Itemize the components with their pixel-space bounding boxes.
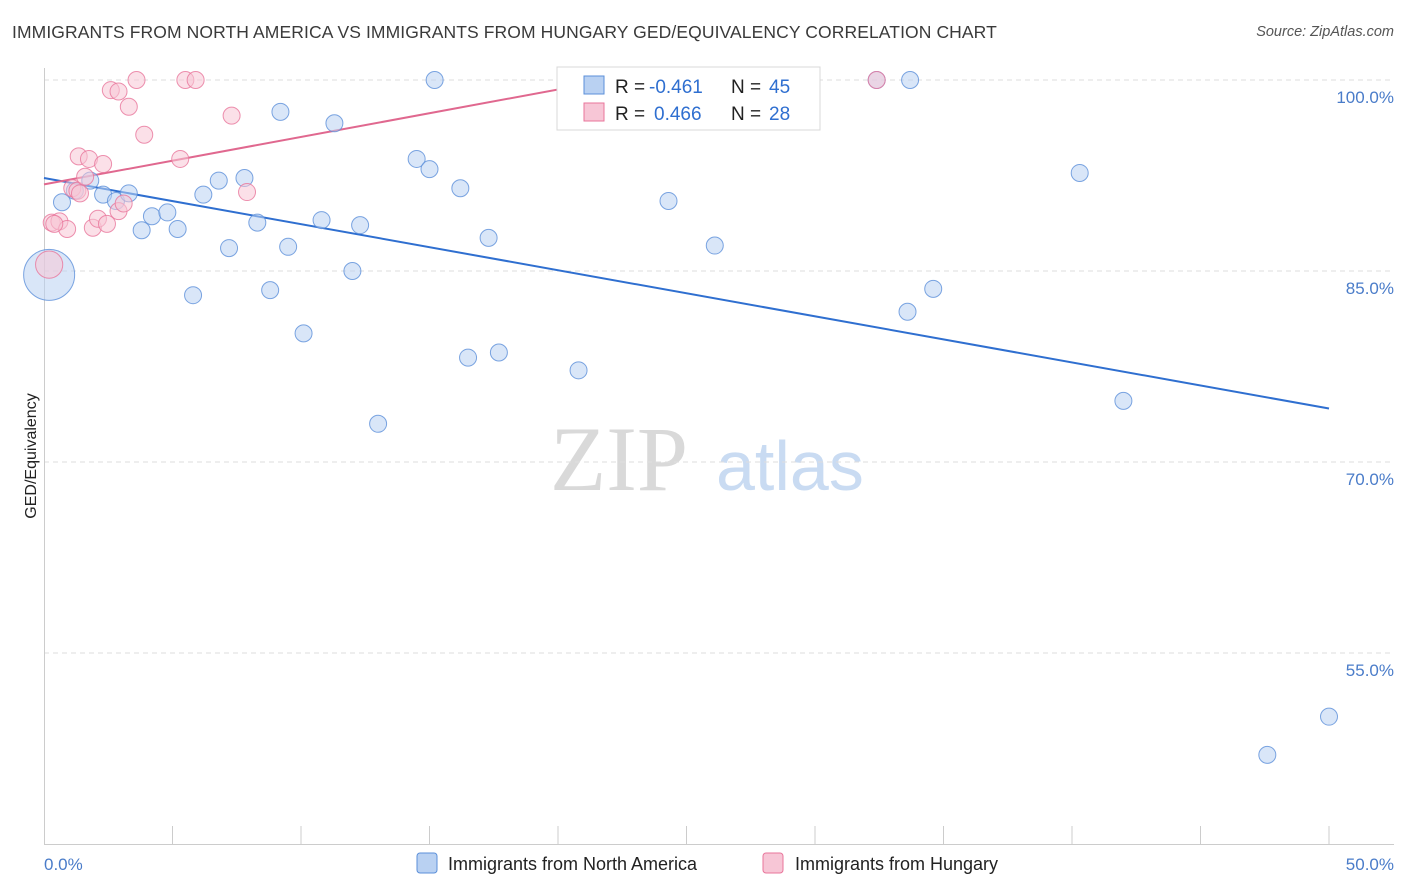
stats-legend-blue-n-label: N = <box>731 77 761 98</box>
watermark-atlas: atlas <box>716 427 864 505</box>
legend-swatch-north-america <box>416 852 438 874</box>
data-points <box>23 71 1338 764</box>
point-hungary-7 <box>76 167 95 186</box>
point-hungary-19 <box>135 125 154 144</box>
point-hungary-24 <box>238 183 257 202</box>
point-north-america-21 <box>312 211 331 230</box>
point-hungary-25 <box>867 71 886 89</box>
stats-legend: R = -0.461 N = 45 R = 0.466 N = 28 <box>556 66 821 131</box>
point-north-america-22 <box>325 114 344 133</box>
point-north-america-7 <box>132 221 151 240</box>
legend-label-north-america: Immigrants from North America <box>448 854 698 874</box>
point-north-america-31 <box>479 228 498 247</box>
point-north-america-40 <box>924 279 943 298</box>
point-hungary-18 <box>127 71 146 89</box>
point-hungary-0 <box>35 250 64 279</box>
point-north-america-9 <box>158 203 177 222</box>
stats-legend-pink-r-label: R = <box>615 104 645 125</box>
point-north-america-34 <box>659 191 678 210</box>
point-north-america-29 <box>451 179 470 198</box>
chart-title: IMMIGRANTS FROM NORTH AMERICA VS IMMIGRA… <box>12 22 997 42</box>
y-tick-label-70: 70.0% <box>1346 470 1394 489</box>
point-north-america-43 <box>1258 745 1277 764</box>
point-north-america-23 <box>343 262 362 280</box>
point-north-america-18 <box>271 102 290 121</box>
stats-legend-blue-r-label: R = <box>615 77 645 98</box>
stats-legend-blue-r-value: -0.461 <box>649 77 703 98</box>
stats-legend-blue-n-value: 45 <box>769 77 790 98</box>
y-tick-label-100: 100.0% <box>1336 88 1394 107</box>
point-north-america-27 <box>420 160 439 179</box>
point-north-america-1 <box>52 193 71 212</box>
y-tick-labels: 100.0% 85.0% 70.0% 55.0% <box>1336 88 1394 680</box>
point-hungary-23 <box>222 106 241 125</box>
trend-line-hungary <box>43 79 610 186</box>
stats-legend-pink-r-value: 0.466 <box>654 104 702 125</box>
point-north-america-11 <box>184 286 203 305</box>
gridlines <box>44 79 1394 654</box>
point-north-america-19 <box>279 237 298 256</box>
point-north-america-14 <box>220 239 239 258</box>
point-north-america-28 <box>425 71 444 89</box>
point-north-america-24 <box>351 216 370 235</box>
point-north-america-41 <box>1070 163 1089 182</box>
point-north-america-39 <box>901 71 920 89</box>
stats-legend-pink-n-value: 28 <box>769 104 790 125</box>
point-north-america-32 <box>489 343 508 362</box>
point-hungary-14 <box>114 194 133 213</box>
point-north-america-33 <box>569 361 588 380</box>
y-tick-label-55: 55.0% <box>1346 661 1394 680</box>
point-north-america-20 <box>294 324 313 343</box>
point-north-america-26 <box>407 149 426 168</box>
point-north-america-8 <box>142 207 161 226</box>
stats-legend-pink-swatch <box>583 102 605 122</box>
point-north-america-10 <box>168 219 187 238</box>
trend-line-north-america <box>43 177 1330 410</box>
point-north-america-25 <box>369 414 388 433</box>
point-hungary-16 <box>109 82 128 101</box>
point-hungary-26 <box>45 214 64 233</box>
point-hungary-11 <box>94 155 113 174</box>
stats-legend-pink-n-label: N = <box>731 104 761 125</box>
legend-swatch-hungary <box>762 852 784 874</box>
point-north-america-17 <box>261 281 280 300</box>
point-hungary-27 <box>70 184 89 203</box>
watermark-zip: ZIP <box>550 408 688 510</box>
chart-source: Source: ZipAtlas.com <box>1256 24 1394 40</box>
point-north-america-30 <box>459 348 478 367</box>
x-tick-label-start: 0.0% <box>44 855 83 874</box>
point-north-america-44 <box>1320 707 1338 726</box>
x-axis-ticks <box>172 826 1330 844</box>
point-north-america-42 <box>1114 391 1133 410</box>
point-north-america-12 <box>194 185 213 204</box>
point-north-america-38 <box>898 302 917 321</box>
point-north-america-13 <box>209 171 228 190</box>
legend-label-hungary: Immigrants from Hungary <box>795 854 998 874</box>
series-legend: Immigrants from North America Immigrants… <box>416 852 998 874</box>
y-tick-label-85: 85.0% <box>1346 279 1394 298</box>
point-hungary-12 <box>97 214 116 233</box>
point-hungary-22 <box>186 71 205 89</box>
y-axis-label: GED/Equivalency <box>23 393 40 518</box>
point-hungary-20 <box>171 149 190 168</box>
point-hungary-17 <box>119 97 138 116</box>
stats-legend-blue-swatch <box>583 75 605 95</box>
point-north-america-16 <box>248 213 267 232</box>
x-tick-label-end: 50.0% <box>1346 855 1394 874</box>
point-north-america-35 <box>705 236 724 255</box>
watermark: ZIP atlas <box>550 408 864 510</box>
